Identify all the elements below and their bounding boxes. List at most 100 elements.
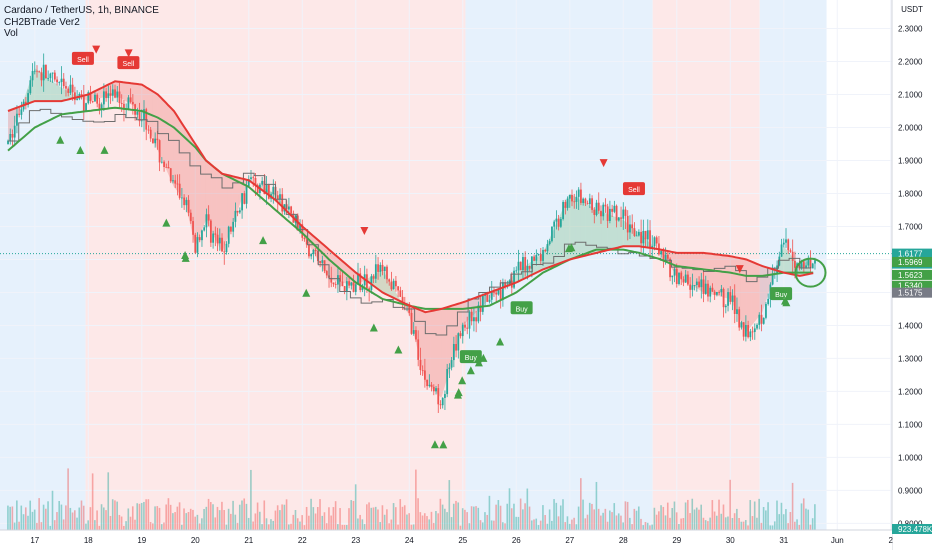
volume-bar — [256, 502, 259, 530]
cloud-segment — [430, 310, 437, 393]
time-tick-label: 26 — [512, 536, 521, 545]
candle-body — [684, 274, 687, 283]
cloud-segment — [591, 206, 597, 255]
volume-bar — [123, 525, 125, 530]
volume-bar — [89, 507, 92, 530]
candle-body — [410, 312, 413, 334]
volume-bar — [747, 525, 749, 530]
volume-bar — [198, 523, 201, 530]
candle-body — [791, 251, 794, 261]
candle-body — [689, 284, 692, 290]
candle-body — [334, 284, 337, 285]
volume-bar — [573, 517, 575, 530]
candle-body — [129, 97, 132, 102]
volume-bar — [662, 506, 665, 530]
price-tag-bg — [892, 287, 932, 298]
volume-bar — [33, 509, 36, 530]
volume-bar — [69, 507, 72, 530]
volume-bar — [403, 505, 406, 530]
time-tick-label: 25 — [458, 536, 467, 545]
volume-bars — [7, 468, 816, 530]
candle-body — [568, 194, 571, 199]
volume-bar — [325, 523, 328, 530]
volume-bar — [207, 498, 210, 530]
candle-body — [203, 227, 206, 231]
volume-bar — [417, 498, 419, 530]
volume-bar — [664, 515, 667, 530]
volume-bar — [423, 513, 426, 530]
candle-body — [669, 258, 671, 278]
candle-body — [542, 249, 544, 261]
candle-body — [716, 292, 718, 295]
candle-body — [693, 285, 696, 286]
volume-bar — [475, 506, 477, 530]
price-tag-label: 1.5969 — [898, 258, 923, 267]
volume-bar — [724, 517, 727, 530]
volume-bar — [591, 503, 593, 530]
volume-bar — [631, 524, 633, 530]
candle-body — [20, 109, 23, 115]
candle-body — [67, 88, 70, 93]
price-tag-label: 1.5340 — [898, 282, 923, 291]
volume-bar — [584, 518, 587, 530]
candle-body — [321, 260, 324, 263]
volume-bar — [432, 522, 435, 530]
volume-bar — [680, 518, 682, 530]
candle-body — [651, 246, 654, 248]
volume-bar — [762, 507, 765, 530]
candle-body — [613, 205, 616, 212]
volume-bar — [24, 507, 27, 530]
candle-body — [163, 161, 165, 168]
volume-bar — [183, 508, 185, 530]
volume-bar — [185, 513, 188, 530]
candle-body — [609, 208, 611, 221]
volume-bar — [350, 500, 353, 530]
candle-body — [131, 101, 134, 105]
volume-bar — [236, 522, 239, 530]
volume-bar — [301, 515, 303, 530]
candle-body — [522, 257, 524, 271]
volume-bar — [163, 522, 165, 530]
volume-bar — [399, 499, 402, 530]
volume-bar — [684, 502, 687, 530]
candle-body — [622, 209, 625, 219]
candle-body — [348, 281, 350, 286]
volume-bar — [368, 502, 370, 530]
price-tag-bg — [892, 256, 932, 267]
volume-bar — [363, 524, 366, 530]
volume-bar — [689, 513, 691, 530]
buy-arrow-icon — [439, 440, 448, 449]
volume-bar — [510, 508, 513, 530]
candle-body — [74, 92, 76, 101]
candle-body — [430, 384, 433, 387]
signal-markers: Sell Sell Buy Buy Sell Buy — [56, 45, 827, 449]
candle-body — [626, 215, 629, 233]
volume-bar — [555, 502, 558, 530]
volume-bar — [468, 523, 471, 530]
volume-bar — [486, 514, 488, 530]
volume-bar — [265, 518, 268, 530]
signal-buy-2: Buy — [459, 350, 482, 364]
cloud-segment — [179, 119, 185, 201]
candle-body — [562, 201, 564, 220]
candle-body — [477, 305, 480, 322]
volume-bar — [497, 500, 500, 530]
candle-body — [337, 275, 339, 285]
candle-body — [312, 249, 315, 255]
candle-body — [401, 296, 404, 304]
candle-body — [343, 286, 346, 292]
candle-body — [535, 255, 538, 261]
volume-bar — [653, 507, 656, 530]
candle-body — [156, 138, 159, 141]
candle-body — [432, 386, 435, 392]
candle-body — [539, 254, 542, 261]
volume-bar — [80, 500, 83, 530]
candle-body — [140, 120, 143, 122]
volume-bar — [272, 520, 274, 530]
candle-body — [588, 198, 591, 205]
price-tick-label: 2.0000 — [898, 123, 923, 132]
price-tick-label: 2.3000 — [898, 24, 923, 33]
candle-body — [533, 256, 536, 261]
candle-body — [738, 309, 741, 328]
